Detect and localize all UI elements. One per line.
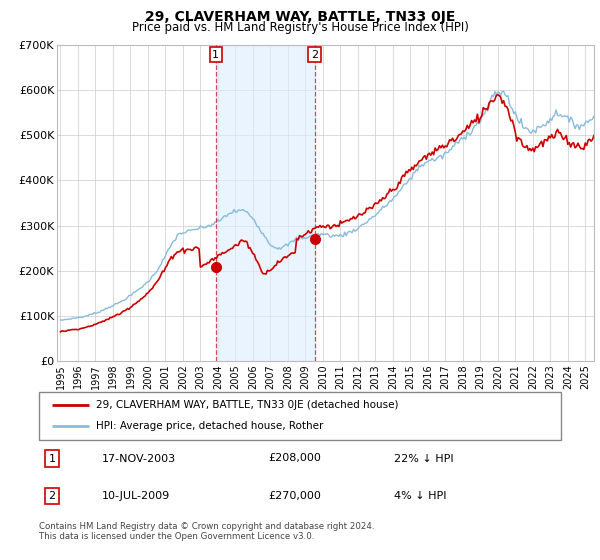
Text: HPI: Average price, detached house, Rother: HPI: Average price, detached house, Roth… [97, 421, 324, 431]
FancyBboxPatch shape [39, 392, 561, 440]
Text: 29, CLAVERHAM WAY, BATTLE, TN33 0JE (detached house): 29, CLAVERHAM WAY, BATTLE, TN33 0JE (det… [97, 400, 399, 410]
Text: Price paid vs. HM Land Registry's House Price Index (HPI): Price paid vs. HM Land Registry's House … [131, 21, 469, 34]
Text: 4% ↓ HPI: 4% ↓ HPI [394, 491, 446, 501]
Text: 1: 1 [49, 454, 56, 464]
Bar [216, 45, 314, 361]
Text: £208,000: £208,000 [269, 454, 322, 464]
Text: Contains HM Land Registry data © Crown copyright and database right 2024.
This d: Contains HM Land Registry data © Crown c… [39, 522, 374, 542]
Text: 10-JUL-2009: 10-JUL-2009 [101, 491, 170, 501]
Text: 29, CLAVERHAM WAY, BATTLE, TN33 0JE: 29, CLAVERHAM WAY, BATTLE, TN33 0JE [145, 10, 455, 24]
Text: 22% ↓ HPI: 22% ↓ HPI [394, 454, 454, 464]
Text: 1: 1 [212, 49, 220, 59]
Text: 2: 2 [311, 49, 318, 59]
Text: 17-NOV-2003: 17-NOV-2003 [101, 454, 176, 464]
Text: 2: 2 [49, 491, 56, 501]
Text: £270,000: £270,000 [269, 491, 322, 501]
